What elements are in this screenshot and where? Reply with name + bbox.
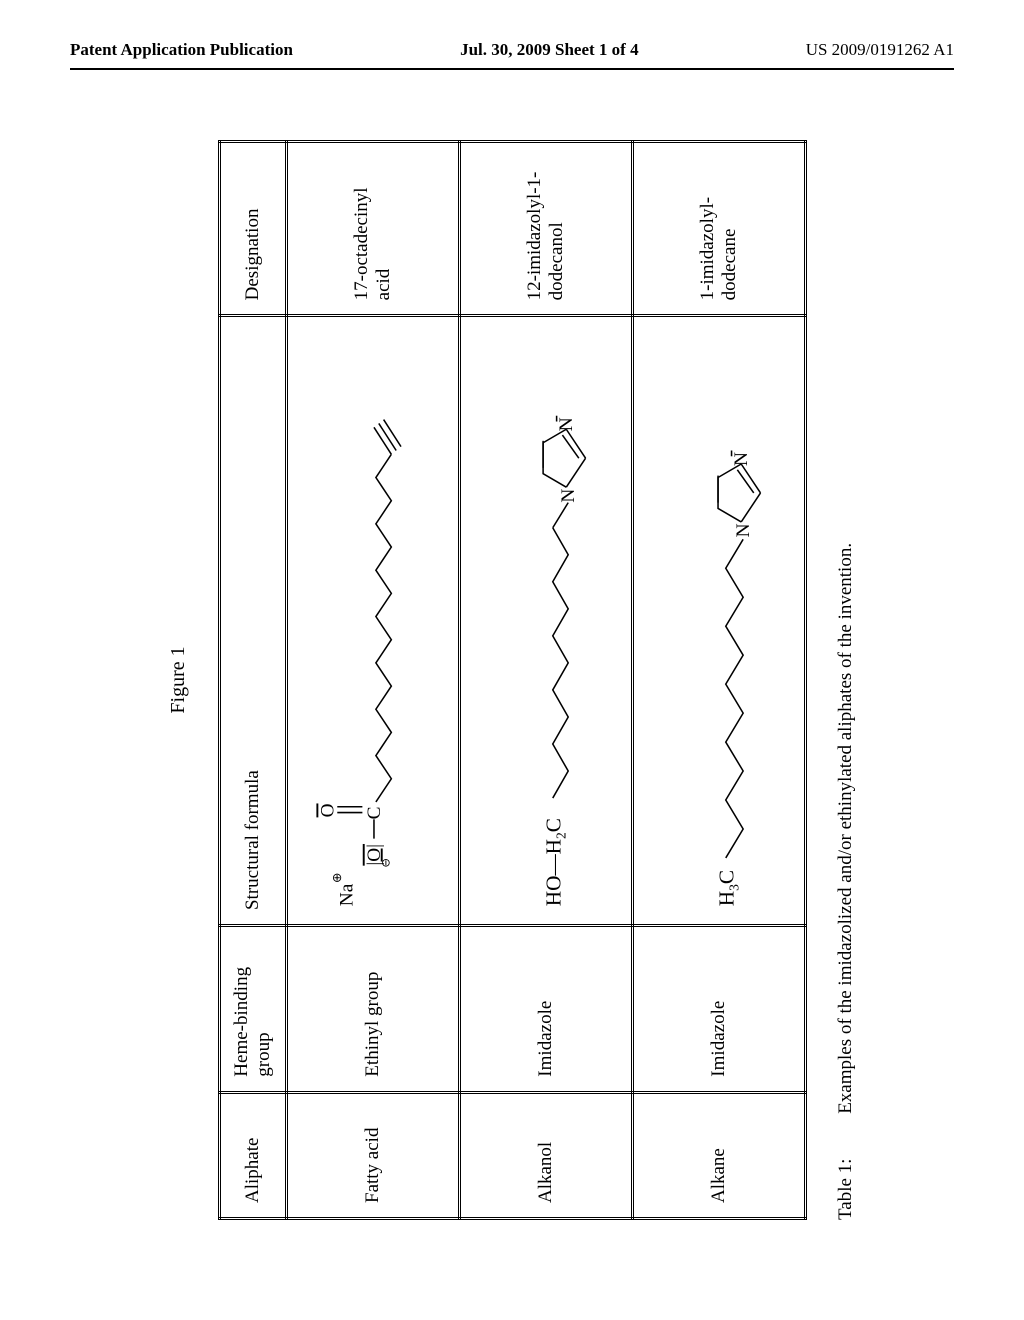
table-row: Alkanol Imidazole HO—H2C N bbox=[460, 142, 633, 1219]
cell-struct-alkanol: HO—H2C N N bbox=[460, 316, 633, 926]
cell-desig: 12-imidazolyl-1-dodecanol bbox=[460, 142, 633, 316]
pub-number: US 2009/0191262 A1 bbox=[806, 40, 954, 60]
cell-heme: Ethinyl group bbox=[287, 926, 460, 1093]
cell-heme: Imidazole bbox=[633, 926, 806, 1093]
cell-aliphate: Fatty acid bbox=[287, 1092, 460, 1218]
table-row: Fatty acid Ethinyl group Na ⊕ |O| ⊖ C bbox=[287, 142, 460, 1219]
svg-text:Na: Na bbox=[337, 883, 358, 906]
cell-heme: Imidazole bbox=[460, 926, 633, 1093]
table-header-row: Aliphate Heme-binding group Structural f… bbox=[220, 142, 287, 1219]
cell-desig: 17-octadecinyl acid bbox=[287, 142, 460, 316]
svg-text:⊖: ⊖ bbox=[379, 858, 392, 868]
cell-aliphate: Alkanol bbox=[460, 1092, 633, 1218]
svg-text:⊕: ⊕ bbox=[330, 873, 344, 884]
caption-text: Examples of the imidazolized and/or ethi… bbox=[835, 543, 856, 1114]
header-rule bbox=[70, 68, 954, 70]
col-aliphate: Aliphate bbox=[220, 1092, 287, 1218]
col-struct: Structural formula bbox=[220, 316, 287, 926]
date-sheet: Jul. 30, 2009 Sheet 1 of 4 bbox=[460, 40, 639, 60]
structure-fatty-acid: Na ⊕ |O| ⊖ C O bbox=[298, 352, 448, 912]
figure-title: Figure 1 bbox=[167, 140, 190, 1220]
col-desig: Designation bbox=[220, 142, 287, 316]
col-heme: Heme-binding group bbox=[220, 926, 287, 1093]
caption-label: Table 1: bbox=[835, 1159, 857, 1220]
svg-text:N: N bbox=[733, 523, 754, 537]
structure-alkane: H3C N N bbox=[644, 352, 794, 912]
svg-text:N: N bbox=[556, 417, 577, 431]
svg-text:C: C bbox=[364, 806, 385, 819]
svg-text:N: N bbox=[558, 489, 579, 503]
svg-text:O: O bbox=[317, 803, 338, 817]
svg-text:H3C: H3C bbox=[714, 870, 741, 906]
table-caption: Table 1: Examples of the imidazolized an… bbox=[835, 140, 857, 1220]
pub-label: Patent Application Publication bbox=[70, 40, 293, 60]
figure-block: Figure 1 Aliphate Heme-binding group Str… bbox=[167, 140, 857, 1220]
compound-table: Aliphate Heme-binding group Structural f… bbox=[218, 140, 807, 1220]
cell-desig: 1-imidazolyl-dodecane bbox=[633, 142, 806, 316]
structure-alkanol: HO—H2C N N bbox=[471, 352, 621, 912]
svg-text:HO—H2C: HO—H2C bbox=[541, 818, 568, 906]
table-row: Alkane Imidazole H3C N N bbox=[633, 142, 806, 1219]
cell-struct-fatty-acid: Na ⊕ |O| ⊖ C O bbox=[287, 316, 460, 926]
cell-struct-alkane: H3C N N bbox=[633, 316, 806, 926]
svg-text:N: N bbox=[731, 452, 752, 466]
cell-aliphate: Alkane bbox=[633, 1092, 806, 1218]
